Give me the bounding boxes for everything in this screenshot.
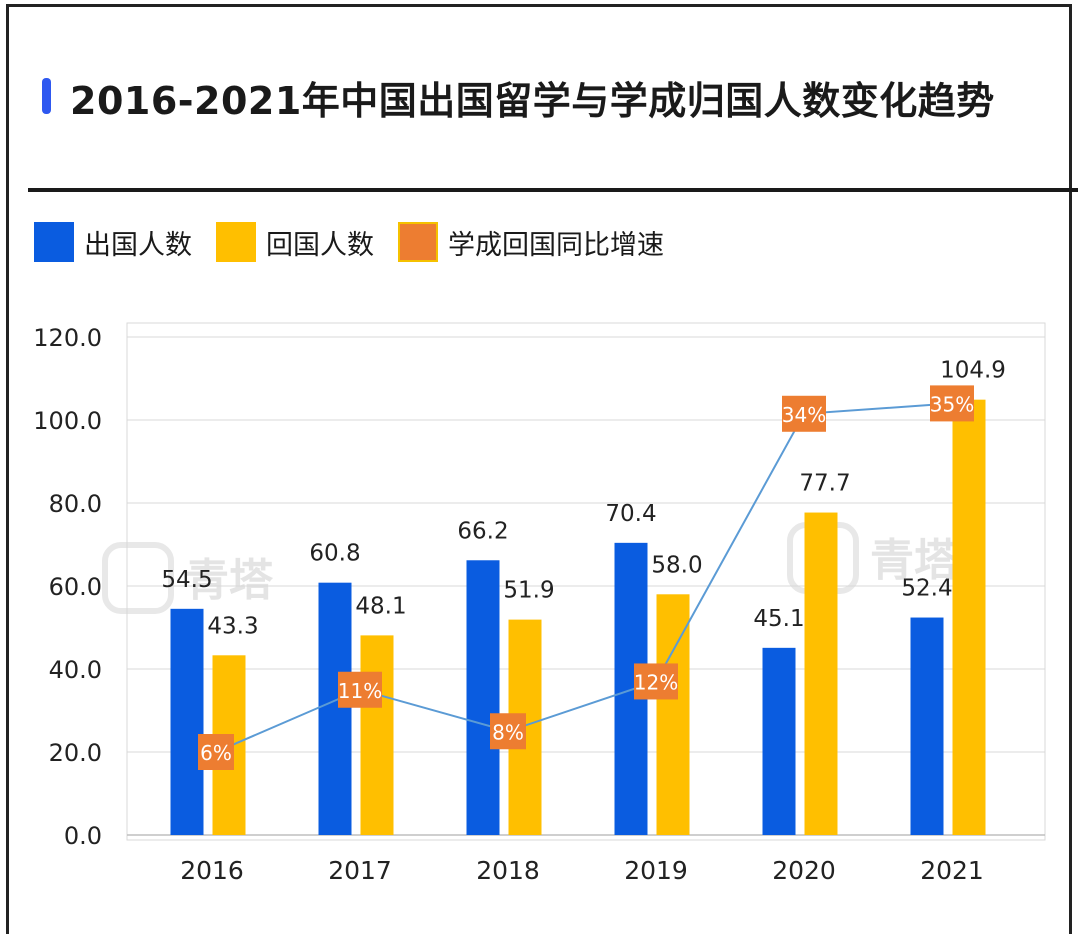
data-label-outbound-2017: 60.8 <box>309 541 360 567</box>
legend: 出国人数 回国人数 学成回国同比增速 <box>34 222 688 262</box>
growth-marker <box>490 713 526 750</box>
data-label-returnee-2017: 48.1 <box>355 593 406 619</box>
bar-returnee-2020 <box>804 512 838 835</box>
legend-item-growth: 学成回国同比增速 <box>398 222 664 262</box>
data-label-outbound-2018: 66.2 <box>457 518 508 544</box>
growth-label: 12% <box>634 670 678 694</box>
bar-outbound-2018 <box>466 560 500 835</box>
growth-label: 11% <box>338 679 382 703</box>
x-tick-label: 2020 <box>772 856 836 885</box>
data-label-returnee-2020: 77.7 <box>799 471 850 497</box>
watermark-text: 青塔 <box>185 555 274 606</box>
growth-marker <box>338 671 382 708</box>
data-label-returnee-2021: 104.9 <box>940 358 1006 384</box>
bar-returnee-2019 <box>656 594 690 835</box>
x-tick-label: 2018 <box>476 856 540 885</box>
x-tick-label: 2021 <box>920 856 984 885</box>
title-accent-bar <box>42 78 51 114</box>
growth-marker <box>634 663 678 700</box>
bar-outbound-2017 <box>318 582 352 835</box>
bar-outbound-2016 <box>170 608 204 835</box>
growth-marker <box>782 395 826 432</box>
y-tick-label: 20.0 <box>49 739 102 767</box>
data-label-returnee-2019: 58.0 <box>651 552 702 578</box>
data-label-outbound-2020: 45.1 <box>753 606 804 632</box>
growth-marker <box>930 385 974 422</box>
y-tick-label: 0.0 <box>64 822 102 850</box>
legend-label-growth: 学成回国同比增速 <box>448 229 664 261</box>
data-label-outbound-2016: 54.5 <box>161 567 212 593</box>
growth-marker <box>198 734 234 770</box>
legend-swatch-returnee <box>216 222 256 262</box>
y-tick-label: 40.0 <box>49 656 102 684</box>
legend-swatch-growth <box>398 222 438 262</box>
watermark-text: 青塔 <box>870 535 959 586</box>
x-tick-label: 2017 <box>328 856 392 885</box>
page-title: 2016-2021年中国出国留学与学成归国人数变化趋势 <box>70 79 995 123</box>
title-divider <box>28 188 1078 192</box>
plot-area <box>126 322 1046 841</box>
card-frame <box>6 4 1072 934</box>
growth-label: 8% <box>492 720 524 744</box>
growth-label: 6% <box>200 741 232 765</box>
data-label-returnee-2018: 51.9 <box>503 578 554 604</box>
growth-label: 35% <box>930 392 974 416</box>
bar-returnee-2017 <box>360 635 394 835</box>
legend-item-returnee: 回国人数 <box>216 222 374 262</box>
x-tick-label: 2019 <box>624 856 688 885</box>
bar-outbound-2021 <box>910 617 944 835</box>
legend-swatch-outbound <box>34 222 74 262</box>
legend-label-outbound: 出国人数 <box>84 229 192 261</box>
data-label-outbound-2021: 52.4 <box>901 576 952 602</box>
data-label-returnee-2016: 43.3 <box>207 613 258 639</box>
growth-label: 34% <box>782 403 826 427</box>
y-tick-label: 80.0 <box>49 490 102 518</box>
y-tick-label: 60.0 <box>49 573 102 601</box>
x-tick-label: 2016 <box>180 856 244 885</box>
legend-label-returnee: 回国人数 <box>266 229 374 261</box>
watermark-logo-icon <box>102 542 174 614</box>
bar-returnee-2021 <box>952 399 986 835</box>
legend-item-outbound: 出国人数 <box>34 222 192 262</box>
y-tick-label: 120.0 <box>33 324 102 352</box>
data-label-outbound-2019: 70.4 <box>605 501 656 527</box>
y-tick-label: 100.0 <box>33 407 102 435</box>
bar-outbound-2020 <box>762 647 796 835</box>
growth-line <box>215 402 953 753</box>
